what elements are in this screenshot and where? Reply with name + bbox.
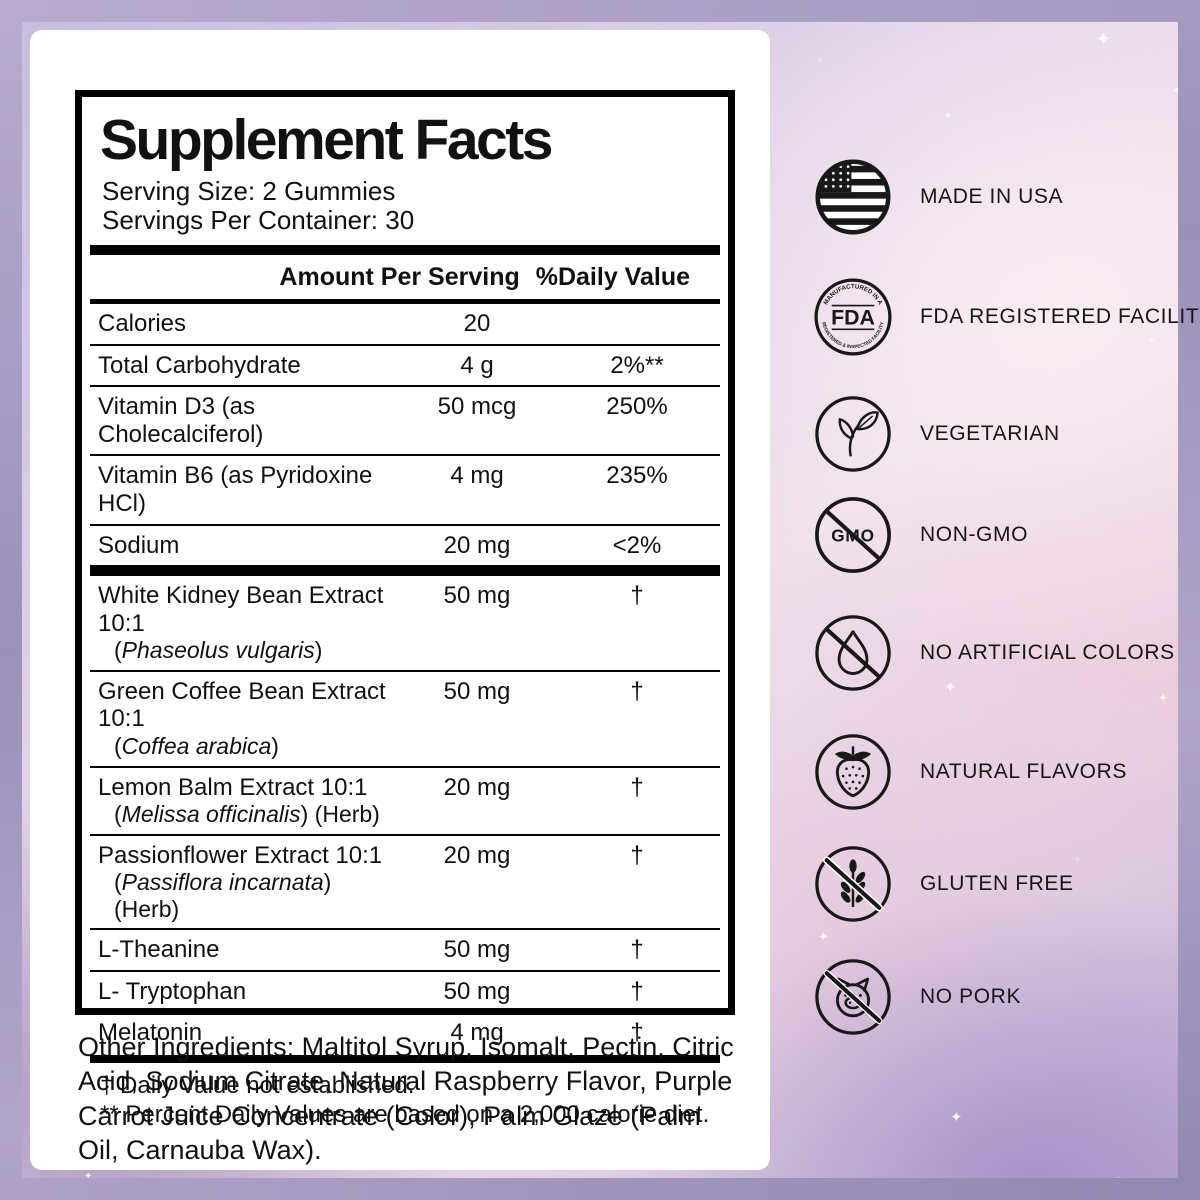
- badge-label: GLUTEN FREE: [920, 872, 1074, 895]
- nutrient-name: Passionflower Extract 10:1 (Passiflora i…: [98, 842, 392, 922]
- nutrient-amount: 50 mcg: [437, 393, 517, 421]
- header-daily-value: %Daily Value: [535, 262, 690, 291]
- divider-thick: [90, 565, 720, 577]
- table-row: L-Theanine 50 mg †: [90, 928, 720, 970]
- badge-vegetarian: VEGETARIAN: [812, 393, 1060, 475]
- nutrient-name: Vitamin B6 (as Pyridoxine HCl): [98, 462, 373, 518]
- badge-label: NO PORK: [920, 985, 1022, 1008]
- supplement-facts-panel: Supplement Facts Serving Size: 2 Gummies…: [75, 90, 735, 1128]
- botanical-name: (Phaseolus vulgaris): [114, 637, 323, 664]
- nutrient-amount: 50 mg: [443, 977, 511, 1005]
- badge-gluten-free: GLUTEN FREE: [812, 843, 1074, 925]
- nutrient-dv: †: [630, 773, 644, 801]
- botanical-name: (Melissa officinalis) (Herb): [114, 801, 380, 828]
- footnote-percent: ** Percent Daily Values are based on a 2…: [100, 1100, 710, 1128]
- gluten-free-icon: [815, 846, 891, 922]
- badge-fda-registered: MANUFACTURED IN A REGISTERED & INSPECTED…: [812, 276, 1200, 358]
- nutrient-name: L- Tryptophan: [98, 977, 247, 1005]
- nutrient-amount: 4 mg: [450, 462, 504, 490]
- nutrient-amount: 20 mg: [443, 841, 511, 869]
- other-ingredients: Other Ingredients: Maltitol Syrup, Isoma…: [78, 1032, 734, 1165]
- table-row: Vitamin D3 (as Cholecalciferol) 50 mcg 2…: [90, 385, 720, 454]
- nutrient-name: L-Theanine: [98, 936, 220, 963]
- nutrient-amount: 20: [463, 310, 491, 338]
- nutrient-name: White Kidney Bean Extract 10:1 (Phaseolu…: [98, 582, 392, 664]
- nutrient-name: Calories: [98, 310, 187, 338]
- badge-label: NATURAL FLAVORS: [920, 760, 1127, 783]
- nutrient-amount: 4 mg: [450, 1019, 504, 1047]
- nutrient-amount: 50 mg: [443, 936, 511, 963]
- badge-non-gmo: GMO NON-GMO: [812, 494, 1028, 576]
- table-row: Passionflower Extract 10:1 (Passiflora i…: [90, 833, 720, 928]
- nutrient-dv: †: [630, 677, 644, 705]
- table-row: Melatonin 4 mg †: [90, 1011, 720, 1053]
- no-artificial-colors-icon: [815, 615, 891, 691]
- table-row: Total Carbohydrate 4 g 2%**: [90, 343, 720, 386]
- divider-medium: [90, 299, 720, 305]
- badge-natural-flavors: NATURAL FLAVORS: [812, 731, 1127, 813]
- nutrient-amount: 4 g: [460, 351, 494, 379]
- header-amount-per-serving: Amount Per Serving: [279, 262, 520, 291]
- badge-label: MADE IN USA: [920, 185, 1064, 208]
- nutrient-dv: 235%: [606, 462, 668, 490]
- table-row: Vitamin B6 (as Pyridoxine HCl) 4 mg 235%: [90, 454, 720, 523]
- nutrient-dv: †: [630, 582, 644, 610]
- badge-label: FDA REGISTERED FACILITY: [920, 305, 1200, 328]
- nutrient-dv: 2%**: [610, 351, 664, 379]
- table-row: L- Tryptophan 50 mg †: [90, 969, 720, 1012]
- usa-flag-icon: [815, 159, 891, 235]
- nutrient-name: Lemon Balm Extract 10:1 (Melissa officin…: [98, 774, 392, 828]
- svg-text:FDA: FDA: [831, 305, 875, 329]
- nutrient-dv: <2%: [612, 531, 662, 559]
- table-header: Amount Per Serving %Daily Value: [90, 255, 720, 299]
- divider-thick: [90, 1054, 720, 1063]
- servings-per-container: Servings Per Container: 30: [102, 205, 415, 236]
- nutrient-amount: 20 mg: [443, 531, 511, 559]
- table-row: Lemon Balm Extract 10:1 (Melissa officin…: [90, 765, 720, 834]
- table-row: Green Coffee Bean Extract 10:1 (Coffea a…: [90, 669, 720, 766]
- badge-label: NON-GMO: [920, 523, 1029, 546]
- non-gmo-icon: GMO: [815, 497, 891, 573]
- badge-label: VEGETARIAN: [920, 422, 1060, 445]
- badge-made-in-usa: MADE IN USA: [812, 156, 1063, 238]
- natural-flavors-strawberry-icon: [815, 734, 891, 810]
- panel-title: Supplement Facts: [100, 108, 553, 172]
- nutrient-dv: †: [630, 1019, 644, 1047]
- serving-size: Serving Size: 2 Gummies: [102, 175, 396, 206]
- nutrient-name: Sodium: [98, 531, 180, 559]
- nutrient-name: Total Carbohydrate: [98, 351, 301, 379]
- nutrient-dv: †: [630, 841, 644, 869]
- nutrient-name: Melatonin: [98, 1019, 203, 1047]
- botanical-name: (Passiflora incarnata) (Herb): [114, 869, 332, 922]
- nutrient-name: Green Coffee Bean Extract 10:1 (Coffea a…: [98, 678, 392, 760]
- vegetarian-leaf-icon: [815, 396, 891, 472]
- badge-no-pork: NO PORK: [812, 956, 1021, 1038]
- badge-label: NO ARTIFICIAL COLORS: [920, 641, 1175, 664]
- label-card: Supplement Facts Serving Size: 2 Gummies…: [30, 30, 770, 1170]
- nutrient-name: Vitamin D3 (as Cholecalciferol): [98, 393, 264, 448]
- table-row: Sodium 20 mg <2%: [90, 523, 720, 566]
- nutrient-dv: 250%: [606, 393, 668, 421]
- divider-thick: [90, 245, 720, 256]
- nutrient-amount: 20 mg: [443, 773, 511, 801]
- nutrient-dv: †: [630, 977, 644, 1005]
- table-row: Calories 20: [90, 304, 720, 344]
- nutrient-amount: 50 mg: [443, 677, 511, 705]
- badge-no-artificial-colors: NO ARTIFICIAL COLORS: [812, 612, 1175, 694]
- no-pork-icon: [815, 959, 891, 1035]
- nutrient-amount: 50 mg: [443, 582, 511, 610]
- botanical-name: (Coffea arabica): [114, 733, 279, 760]
- footnote-dagger: † Daily Value not established.: [100, 1071, 415, 1099]
- table-row: White Kidney Bean Extract 10:1 (Phaseolu…: [90, 576, 720, 670]
- nutrient-dv: †: [630, 936, 644, 963]
- fda-stamp-icon: MANUFACTURED IN A REGISTERED & INSPECTED…: [814, 278, 892, 356]
